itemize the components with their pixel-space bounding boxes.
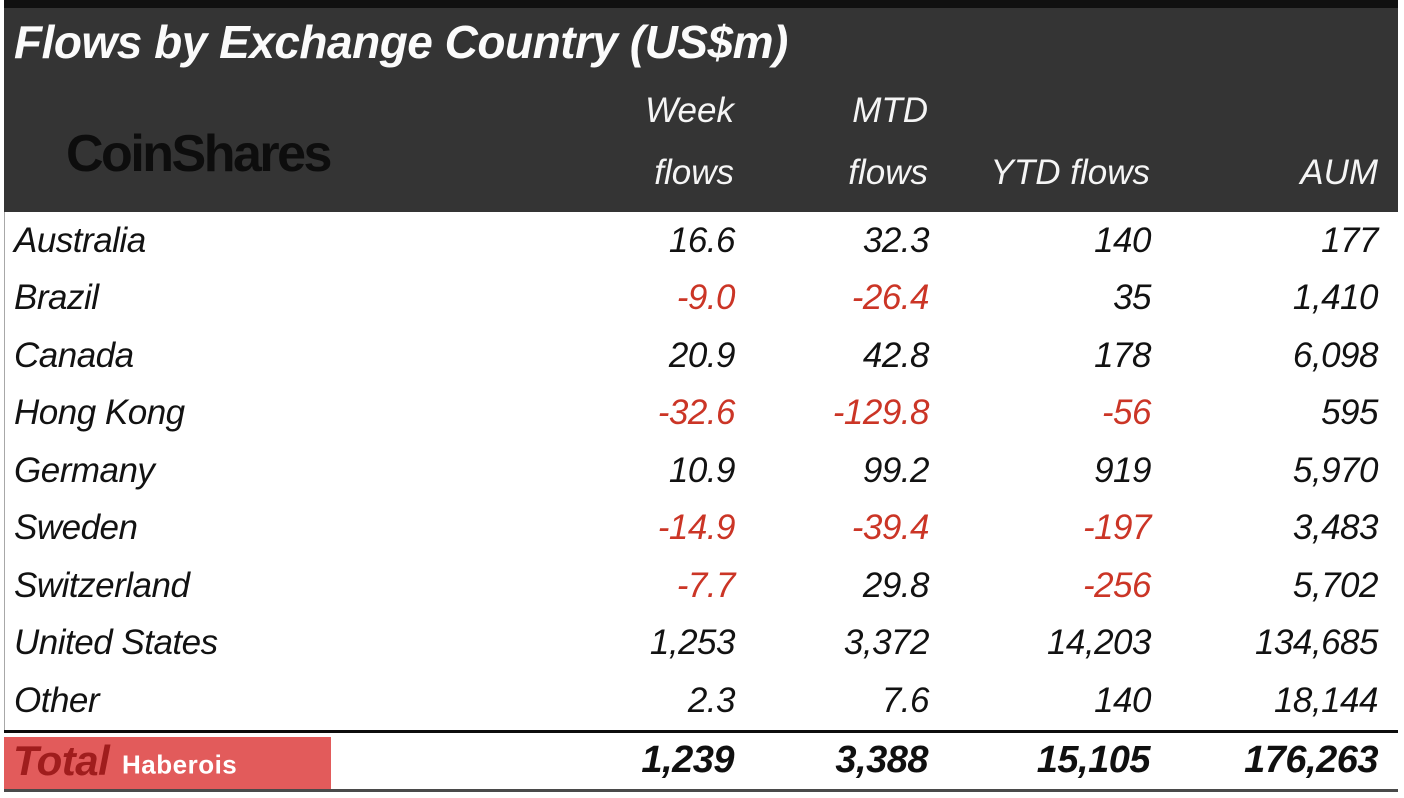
- aum-cell: 1,410: [1292, 278, 1379, 318]
- table-header: Flows by Exchange Country (US$m) CoinSha…: [4, 8, 1398, 212]
- total-ytd-flows: 15,105: [1036, 739, 1151, 781]
- aum-cell: 6,098: [1292, 335, 1379, 375]
- column-header-row: CoinShares Week flows MTD flows YTD flow…: [4, 80, 1398, 212]
- col-header-week-flows: Week flows: [446, 80, 734, 204]
- ytd-flows-cell: 14,203: [1046, 623, 1152, 663]
- week-flows-cell: -14.9: [657, 508, 736, 548]
- coinshares-logo: CoinShares: [66, 125, 332, 183]
- table-row: Australia 16.6 32.3 140 177: [5, 212, 1398, 270]
- total-label: Total: [13, 736, 110, 784]
- week-flows-cell: 10.9: [668, 450, 736, 490]
- week-flows-cell: 20.9: [668, 335, 736, 375]
- country-cell: Sweden: [14, 508, 138, 548]
- ytd-flows-cell: -56: [1101, 393, 1152, 433]
- aum-cell: 18,144: [1273, 680, 1379, 720]
- table-row: Sweden -14.9 -39.4 -197 3,483: [5, 500, 1398, 558]
- col-header-ytd-label: YTD flows: [990, 153, 1150, 192]
- col-header-aum: AUM: [1150, 80, 1378, 204]
- aum-cell: 5,970: [1292, 450, 1379, 490]
- col-header-mtd-bottom: flows: [848, 153, 928, 192]
- country-cell: Brazil: [14, 278, 99, 318]
- table-row: Other 2.3 7.6 140 18,144: [5, 672, 1398, 730]
- table-row: United States 1,253 3,372 14,203 134,685: [5, 615, 1398, 673]
- aum-cell: 595: [1321, 393, 1378, 433]
- mtd-flows-cell: -26.4: [851, 278, 930, 318]
- total-week-flows: 1,239: [641, 739, 734, 781]
- mtd-flows-cell: 29.8: [862, 565, 930, 605]
- country-cell: Australia: [14, 220, 146, 260]
- haberois-watermark: [4, 737, 331, 792]
- country-cell: Hong Kong: [14, 393, 185, 433]
- country-cell: Germany: [14, 450, 155, 490]
- aum-cell: 5,702: [1292, 565, 1379, 605]
- mtd-flows-cell: -129.8: [832, 393, 930, 433]
- ytd-flows-cell: 35: [1113, 278, 1151, 318]
- table-body: Australia 16.6 32.3 140 177 Brazil -9.0 …: [4, 212, 1398, 730]
- page-title: Flows by Exchange Country (US$m): [14, 16, 788, 68]
- ytd-flows-cell: -256: [1082, 565, 1152, 605]
- table-row: Germany 10.9 99.2 919 5,970: [5, 442, 1398, 500]
- country-cell: Other: [14, 680, 100, 720]
- mtd-flows-cell: 99.2: [862, 450, 930, 490]
- logo-cell: CoinShares: [4, 128, 446, 204]
- week-flows-cell: -32.6: [657, 393, 736, 433]
- week-flows-cell: -7.7: [676, 565, 736, 605]
- col-header-week-bottom: flows: [654, 153, 734, 192]
- table-row: Hong Kong -32.6 -129.8 -56 595: [5, 385, 1398, 443]
- ytd-flows-cell: 178: [1094, 335, 1151, 375]
- table-row: Canada 20.9 42.8 178 6,098: [5, 327, 1398, 385]
- ytd-flows-cell: 919: [1094, 450, 1151, 490]
- table-row: Brazil -9.0 -26.4 35 1,410: [5, 270, 1398, 328]
- aum-cell: 177: [1321, 220, 1378, 260]
- week-flows-cell: -9.0: [676, 278, 736, 318]
- col-header-mtd-top: MTD: [852, 91, 928, 130]
- aum-cell: 134,685: [1254, 623, 1379, 663]
- col-header-week-top: Week: [645, 91, 734, 130]
- total-mtd-flows: 3,388: [835, 739, 928, 781]
- aum-cell: 3,483: [1292, 508, 1379, 548]
- col-header-ytd-flows: YTD flows: [928, 80, 1150, 204]
- table-frame: Flows by Exchange Country (US$m) CoinSha…: [4, 0, 1398, 792]
- col-header-aum-label: AUM: [1300, 153, 1378, 192]
- mtd-flows-cell: 42.8: [862, 335, 930, 375]
- table-row: Switzerland -7.7 29.8 -256 5,702: [5, 557, 1398, 615]
- week-flows-cell: 16.6: [668, 220, 736, 260]
- ytd-flows-cell: 140: [1094, 680, 1151, 720]
- country-cell: United States: [14, 623, 218, 663]
- mtd-flows-cell: 32.3: [862, 220, 930, 260]
- total-row: Total 1,239 3,388 15,105 176,263: [4, 729, 1398, 792]
- top-black-bar: [4, 0, 1398, 8]
- total-aum: 176,263: [1244, 739, 1378, 781]
- ytd-flows-cell: 140: [1094, 220, 1151, 260]
- week-flows-cell: 1,253: [649, 623, 736, 663]
- country-cell: Canada: [14, 335, 134, 375]
- week-flows-cell: 2.3: [687, 680, 736, 720]
- col-header-mtd-flows: MTD flows: [734, 80, 928, 204]
- mtd-flows-cell: -39.4: [851, 508, 930, 548]
- watermark-label: Haberois: [122, 749, 238, 780]
- mtd-flows-cell: 7.6: [881, 680, 930, 720]
- ytd-flows-cell: -197: [1082, 508, 1152, 548]
- mtd-flows-cell: 3,372: [843, 623, 930, 663]
- country-cell: Switzerland: [14, 565, 190, 605]
